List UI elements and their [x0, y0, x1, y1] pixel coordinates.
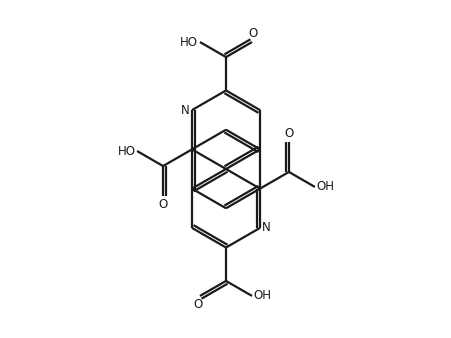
- Text: N: N: [262, 221, 271, 235]
- Text: O: O: [158, 198, 167, 212]
- Text: O: O: [284, 126, 293, 140]
- Text: OH: OH: [316, 180, 334, 193]
- Text: OH: OH: [253, 289, 271, 303]
- Text: HO: HO: [117, 145, 135, 158]
- Text: N: N: [180, 103, 189, 117]
- Text: HO: HO: [179, 35, 197, 49]
- Text: O: O: [248, 27, 257, 41]
- Text: O: O: [193, 297, 202, 311]
